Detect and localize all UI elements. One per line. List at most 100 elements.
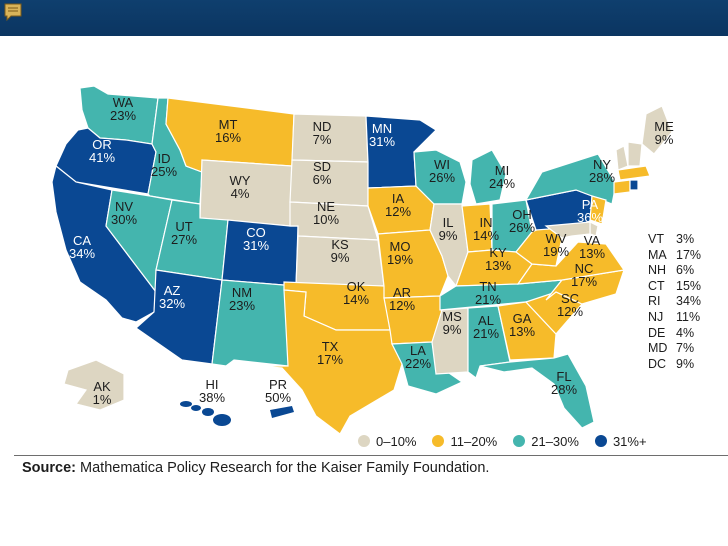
- state-value: 34%: [68, 246, 96, 261]
- state-abbr: MI: [494, 163, 510, 178]
- state-abbr: IN: [479, 215, 493, 230]
- legend-label: 11–20%: [450, 434, 498, 449]
- state-label-ok: OK 14%: [336, 280, 376, 306]
- source-label: Source:: [22, 460, 76, 476]
- state-label-mn: MN 31%: [362, 122, 402, 148]
- state-label-ky: KY 13%: [478, 246, 518, 272]
- state-label-sd: SD 6%: [302, 160, 342, 186]
- state-abbr: WY: [229, 173, 251, 188]
- state-label-nv: NV 30%: [104, 200, 144, 226]
- state-shape-fl: [479, 353, 595, 429]
- state-label-mi: MI 24%: [482, 164, 522, 190]
- state-label-la: LA 22%: [398, 344, 438, 370]
- puerto-rico-shape: [270, 406, 294, 418]
- state-shape-nh: [627, 141, 643, 167]
- state-label-co: CO 31%: [236, 226, 276, 252]
- small-state-value: 3%: [676, 232, 695, 246]
- state-abbr: KY: [489, 245, 507, 260]
- state-abbr: WA: [112, 95, 134, 110]
- state-label-tx: TX 17%: [310, 340, 350, 366]
- state-abbr: TN: [479, 279, 497, 294]
- state-label-ca: CA 34%: [62, 234, 102, 260]
- state-value: 16%: [214, 130, 242, 145]
- small-state-row: MD 7%: [648, 341, 701, 357]
- small-state-row: VT 3%: [648, 232, 701, 248]
- state-value: 24%: [488, 176, 516, 191]
- state-value: 21%: [472, 326, 500, 341]
- state-value: 28%: [588, 170, 616, 185]
- state-shape-ga: [497, 301, 557, 361]
- state-label-ar: AR 12%: [382, 286, 422, 312]
- hawaii-island: [213, 414, 231, 426]
- small-state-row: NJ 11%: [648, 310, 701, 326]
- state-shape-ri: [629, 179, 639, 191]
- state-value: 10%: [312, 212, 340, 227]
- state-value: 9%: [442, 322, 462, 337]
- small-state-abbr: NJ: [648, 309, 664, 324]
- state-abbr: AK: [93, 379, 111, 394]
- state-abbr: MN: [371, 121, 393, 136]
- header-bar: [0, 0, 728, 36]
- state-abbr: TX: [321, 339, 339, 354]
- state-label-ak: AK 1%: [82, 380, 122, 406]
- state-label-ut: UT 27%: [164, 220, 204, 246]
- state-abbr: PR: [268, 377, 288, 392]
- state-value: 7%: [312, 132, 332, 147]
- state-abbr: NY: [592, 157, 612, 172]
- small-state-value: 4%: [676, 325, 695, 340]
- state-abbr: ME: [654, 119, 674, 134]
- state-label-ny: NY 28%: [582, 158, 622, 184]
- state-value: 30%: [110, 212, 138, 227]
- legend-label: 0–10%: [376, 434, 417, 449]
- small-state-row: MA 17%: [648, 248, 701, 264]
- legend-item: 31%+: [594, 434, 647, 449]
- state-value: 12%: [556, 304, 584, 319]
- state-abbr: WV: [545, 231, 567, 246]
- state-label-ks: KS 9%: [320, 238, 360, 264]
- state-value: 31%: [242, 238, 270, 253]
- hawaii-island: [202, 408, 214, 416]
- legend: 0–10% 11–20% 21–30% 31%+: [358, 434, 663, 452]
- small-state-abbr: RI: [648, 294, 661, 309]
- state-value: 41%: [88, 150, 116, 165]
- state-abbr: AR: [392, 285, 412, 300]
- state-label-nm: NM 23%: [222, 286, 262, 312]
- state-value: 26%: [508, 220, 536, 235]
- state-abbr: MS: [442, 309, 462, 324]
- state-value: 17%: [316, 352, 344, 367]
- small-state-row: DC 9%: [648, 357, 701, 373]
- state-value: 17%: [570, 274, 598, 289]
- small-state-abbr: NH: [648, 263, 667, 278]
- small-state-value: 9%: [676, 356, 695, 371]
- state-label-va: VA 13%: [572, 234, 612, 260]
- hawaii-island: [191, 405, 201, 411]
- state-abbr: IL: [442, 215, 454, 230]
- state-abbr: NE: [316, 199, 336, 214]
- state-label-ms: MS 9%: [432, 310, 472, 336]
- state-label-wv: WV 19%: [536, 232, 576, 258]
- small-state-row: NH 6%: [648, 263, 701, 279]
- small-state-abbr: MD: [648, 341, 668, 356]
- state-label-wa: WA 23%: [103, 96, 143, 122]
- state-label-ia: IA 12%: [378, 192, 418, 218]
- source-text: Mathematica Policy Research for the Kais…: [76, 460, 490, 476]
- speech-note-icon[interactable]: [3, 3, 23, 21]
- small-state-abbr: MA: [648, 247, 667, 262]
- small-state-value: 11%: [676, 309, 701, 324]
- state-label-in: IN 14%: [466, 216, 506, 242]
- state-shape-ak: [63, 359, 125, 411]
- state-label-tn: TN 21%: [468, 280, 508, 306]
- small-state-abbr: CT: [648, 278, 665, 293]
- small-states-list: VT 3% MA 17% NH 6% CT 15% RI 34% NJ 11% DE 4% MD 7% DC 9%: [648, 232, 701, 372]
- small-state-value: 6%: [676, 263, 695, 278]
- state-value: 12%: [384, 204, 412, 219]
- state-abbr: SD: [312, 159, 332, 174]
- state-label-pa: PA 36%: [570, 198, 610, 224]
- state-abbr: FL: [556, 369, 572, 384]
- state-value: 9%: [654, 132, 674, 147]
- state-abbr: LA: [410, 343, 426, 358]
- state-value: 23%: [109, 108, 137, 123]
- state-abbr: CA: [72, 233, 92, 248]
- legend-swatch: [513, 435, 526, 447]
- us-choropleth-map: WA 23% OR 41% CA 34% ID 25% NV 30% MT 16% WY 4% UT 27% A…: [16, 54, 728, 454]
